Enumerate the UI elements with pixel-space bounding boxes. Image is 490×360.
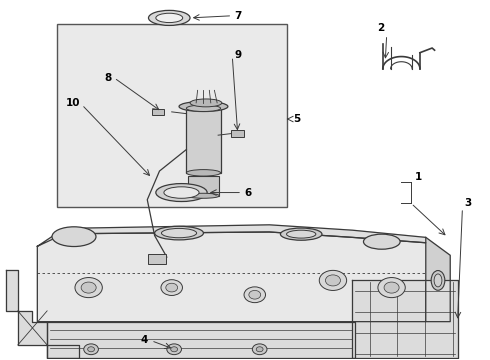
Bar <box>57 24 287 207</box>
Polygon shape <box>37 232 426 321</box>
Circle shape <box>384 282 399 293</box>
Circle shape <box>88 347 95 352</box>
Ellipse shape <box>434 274 442 287</box>
Ellipse shape <box>179 102 228 112</box>
Circle shape <box>166 283 177 292</box>
Text: 1: 1 <box>415 172 422 182</box>
Ellipse shape <box>190 99 222 107</box>
Circle shape <box>249 291 261 299</box>
Ellipse shape <box>156 184 207 202</box>
Ellipse shape <box>161 228 196 238</box>
Ellipse shape <box>186 170 220 176</box>
Polygon shape <box>37 225 426 246</box>
Circle shape <box>171 347 177 352</box>
Text: 10: 10 <box>65 98 80 108</box>
Ellipse shape <box>155 226 203 240</box>
Ellipse shape <box>364 234 400 249</box>
Polygon shape <box>352 280 458 357</box>
Ellipse shape <box>148 10 190 26</box>
Text: 4: 4 <box>141 334 148 345</box>
Bar <box>148 253 166 264</box>
Circle shape <box>75 278 102 298</box>
Circle shape <box>256 347 263 352</box>
Polygon shape <box>426 237 450 321</box>
Circle shape <box>81 282 96 293</box>
Ellipse shape <box>164 187 199 198</box>
Text: 3: 3 <box>464 198 471 208</box>
Text: 9: 9 <box>234 50 242 60</box>
Text: 7: 7 <box>234 11 242 21</box>
Text: 8: 8 <box>105 73 112 83</box>
Circle shape <box>319 270 346 291</box>
Bar <box>231 130 244 136</box>
Bar <box>186 108 220 173</box>
Polygon shape <box>5 270 79 357</box>
Circle shape <box>84 344 98 355</box>
Bar <box>188 176 220 196</box>
Ellipse shape <box>186 105 220 112</box>
Ellipse shape <box>280 228 322 240</box>
Bar <box>152 109 164 115</box>
Ellipse shape <box>52 227 96 247</box>
Circle shape <box>325 275 341 286</box>
Circle shape <box>378 278 405 298</box>
Polygon shape <box>47 321 355 357</box>
Circle shape <box>161 280 182 296</box>
Circle shape <box>252 344 267 355</box>
Ellipse shape <box>156 13 183 23</box>
Circle shape <box>167 344 181 355</box>
Text: 6: 6 <box>244 188 251 198</box>
Ellipse shape <box>188 193 220 198</box>
Ellipse shape <box>431 271 445 290</box>
Ellipse shape <box>287 230 316 238</box>
Circle shape <box>244 287 266 303</box>
Text: 2: 2 <box>377 23 385 33</box>
Text: 5: 5 <box>293 114 300 124</box>
